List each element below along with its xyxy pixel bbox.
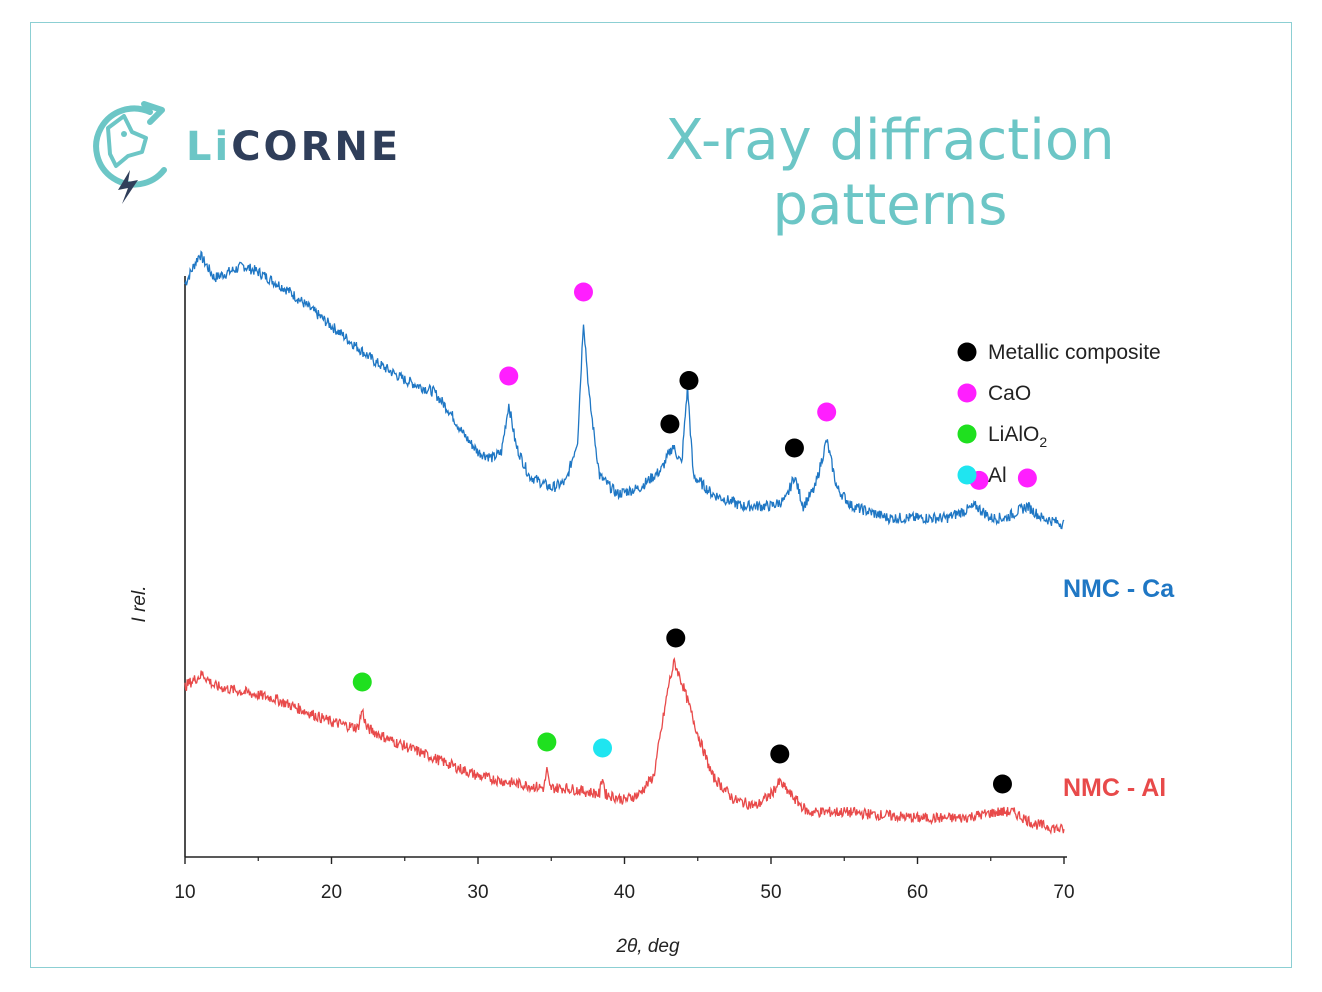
peak-marker	[499, 366, 519, 386]
peak-marker	[352, 672, 372, 692]
x-ticks: 10 20 30 40 50 60 70	[174, 857, 1075, 903]
legend-entry: CaO	[988, 382, 1031, 405]
page-title: X-ray diffraction patterns	[665, 108, 1115, 238]
legend-marker	[957, 424, 977, 444]
x-axis-label: 2θ, deg	[615, 936, 680, 957]
series-label: NMC - Al	[1063, 774, 1166, 802]
peak-marker	[679, 371, 699, 390]
peak-marker	[593, 738, 613, 758]
logo-li: Li	[186, 124, 232, 170]
series-label: NMC - Ca	[1063, 575, 1175, 603]
legend-marker	[957, 383, 977, 403]
x-tick-label: 30	[467, 882, 488, 903]
peak-marker	[784, 438, 804, 458]
licorne-logo: LiCORNE	[80, 94, 400, 206]
legend: Metallic composite CaO LiAlO2 Al	[957, 341, 1161, 487]
legend-entry: Al	[988, 464, 1007, 487]
unicorn-logo-icon	[93, 101, 167, 204]
x-tick-label: 70	[1053, 882, 1074, 903]
x-tick-label: 40	[614, 882, 635, 903]
x-tick-label: 20	[321, 882, 342, 903]
peak-marker	[666, 628, 686, 648]
series-line-nmc-ca	[184, 250, 1065, 530]
peak-marker	[992, 774, 1012, 794]
peak-marker	[770, 744, 790, 764]
x-tick-label: 60	[907, 882, 928, 903]
series-line-nmc-al	[184, 656, 1065, 835]
peak-marker	[537, 732, 557, 752]
marker-layer	[352, 282, 1037, 794]
slide-frame	[30, 22, 1292, 968]
peak-marker	[573, 282, 593, 302]
legend-marker	[957, 465, 977, 485]
logo-corne: CORNE	[231, 124, 402, 170]
legend-entry: Metallic composite	[988, 341, 1161, 364]
peak-marker	[660, 414, 680, 434]
peak-marker	[817, 402, 837, 422]
series-layer: NMC - Ca NMC - Al	[184, 250, 1175, 835]
peak-marker	[1017, 468, 1037, 488]
x-tick-label: 10	[174, 882, 195, 903]
logo-wordmark: LiCORNE	[186, 124, 401, 170]
y-axis-label: I rel.	[129, 586, 150, 623]
x-tick-label: 50	[760, 882, 781, 903]
legend-marker	[957, 342, 977, 362]
legend-entry: LiAlO2	[988, 423, 1047, 450]
legend-subscript: 2	[1039, 434, 1047, 450]
